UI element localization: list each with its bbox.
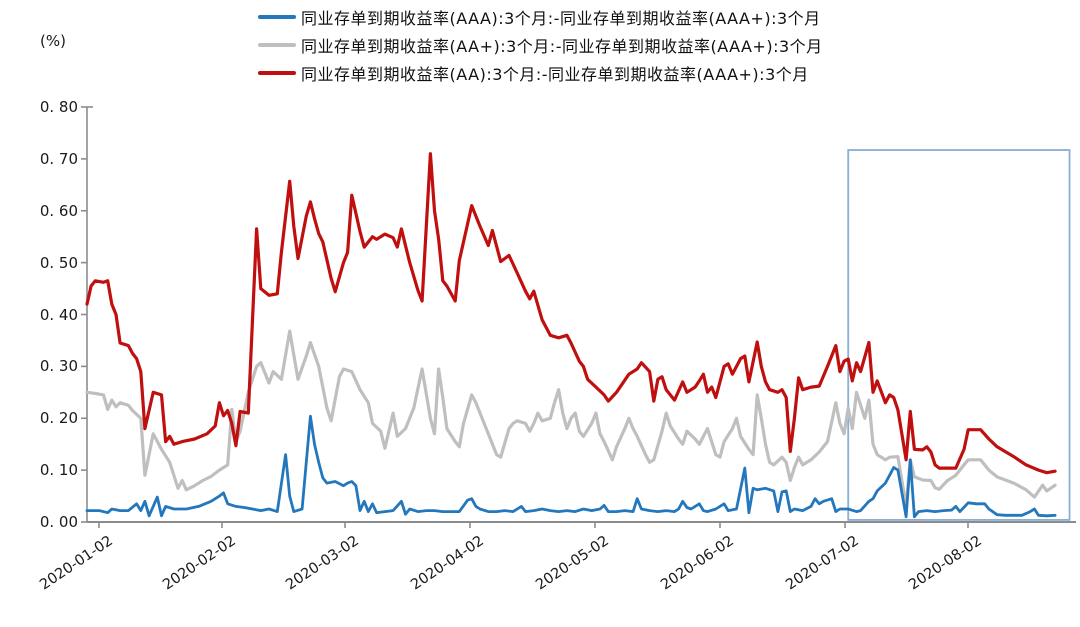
legend-item-aa-plus: 同业存单到期收益率(AA+):3个月:-同业存单到期收益率(AAA+):3个月: [258, 34, 823, 56]
y-tick-label: 0. 10: [39, 461, 78, 480]
y-tick-label: 0. 70: [39, 149, 78, 168]
y-tick-label: 0. 20: [39, 409, 78, 428]
y-tick-label: 0. 50: [39, 253, 78, 272]
legend-item-aaa: 同业存单到期收益率(AAA):3个月:-同业存单到期收益率(AAA+):3个月: [258, 6, 823, 28]
legend-line-swatch-gray: [258, 42, 296, 47]
y-axis-unit-label: (%): [40, 32, 66, 50]
y-tick-label: 0. 30: [39, 357, 78, 376]
y-tick-label: 0. 80: [39, 98, 78, 116]
legend-item-aa: 同业存单到期收益率(AA):3个月:-同业存单到期收益率(AAA+):3个月: [258, 62, 823, 84]
series-line-0: [85, 414, 1057, 519]
series-line-2: [85, 152, 1057, 475]
chart-legend: 同业存单到期收益率(AAA):3个月:-同业存单到期收益率(AAA+):3个月 …: [258, 6, 823, 84]
legend-label-aaa: 同业存单到期收益率(AAA):3个月:-同业存单到期收益率(AAA+):3个月: [301, 8, 821, 28]
y-tick-label: 0. 60: [39, 201, 78, 220]
y-tick-label: 0. 00: [39, 513, 78, 531]
legend-label-aa-plus: 同业存单到期收益率(AA+):3个月:-同业存单到期收益率(AAA+):3个月: [301, 36, 823, 56]
highlight-box: [847, 149, 1071, 521]
legend-line-swatch-red: [258, 70, 296, 75]
y-tick-label: 0. 40: [39, 305, 78, 324]
legend-line-swatch-blue: [258, 14, 296, 19]
legend-label-aa: 同业存单到期收益率(AA):3个月:-同业存单到期收益率(AAA+):3个月: [301, 64, 809, 84]
series-line-1: [85, 329, 1057, 508]
